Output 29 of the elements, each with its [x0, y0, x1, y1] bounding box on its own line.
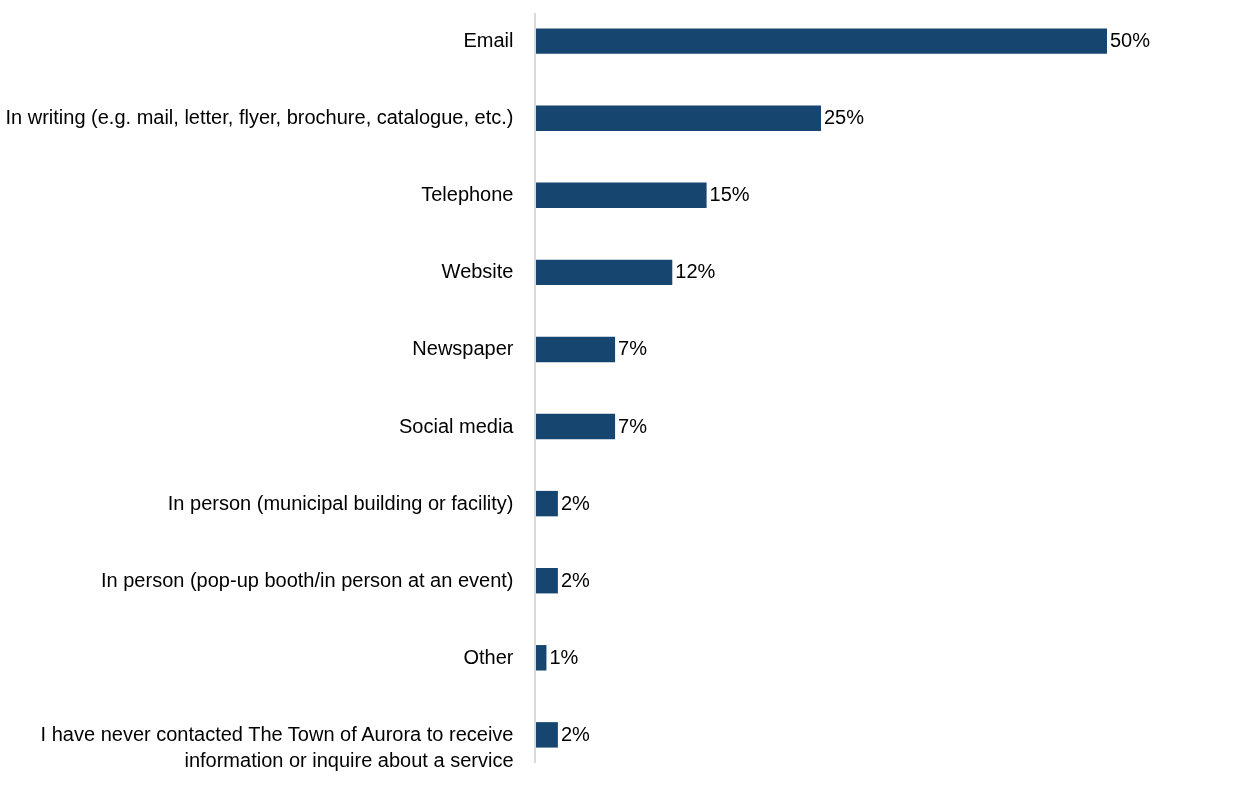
y-tick-label: I have never contacted The Town of Aurora to receive information or inquire about a service — [40, 722, 514, 771]
y-tick-label: Email — [463, 29, 514, 52]
data-label: 15% — [709, 183, 750, 206]
data-label: 12% — [675, 260, 716, 283]
data-label: 2% — [560, 568, 590, 591]
data-label: 7% — [618, 337, 648, 360]
bar — [535, 567, 558, 594]
y-tick-label: Other — [463, 645, 514, 668]
bar — [535, 28, 1107, 54]
y-tick-label: Social media — [398, 414, 515, 437]
bar — [535, 259, 673, 286]
y-tick-label: In person (municipal building or facility) — [167, 491, 514, 514]
data-label: 1% — [549, 645, 579, 668]
y-tick-label: Newspaper — [412, 337, 514, 360]
bar — [535, 182, 707, 209]
data-label: 2% — [560, 491, 590, 514]
data-label: 7% — [618, 414, 648, 437]
y-tick-label: Telephone — [421, 183, 514, 206]
y-tick-label: In writing (e.g. mail, letter, flyer, brochure, catalogue, etc.) — [5, 106, 514, 129]
bar — [535, 490, 558, 517]
bar — [535, 722, 558, 748]
bar — [535, 105, 821, 131]
y-tick-label: In person (pop-up booth/in person at an event) — [101, 568, 514, 591]
data-label: 2% — [560, 722, 590, 745]
bar — [535, 336, 616, 363]
bar — [535, 413, 616, 440]
y-tick-label: Website — [441, 260, 514, 283]
data-label: 50% — [1110, 29, 1151, 52]
data-label: 25% — [824, 106, 865, 129]
